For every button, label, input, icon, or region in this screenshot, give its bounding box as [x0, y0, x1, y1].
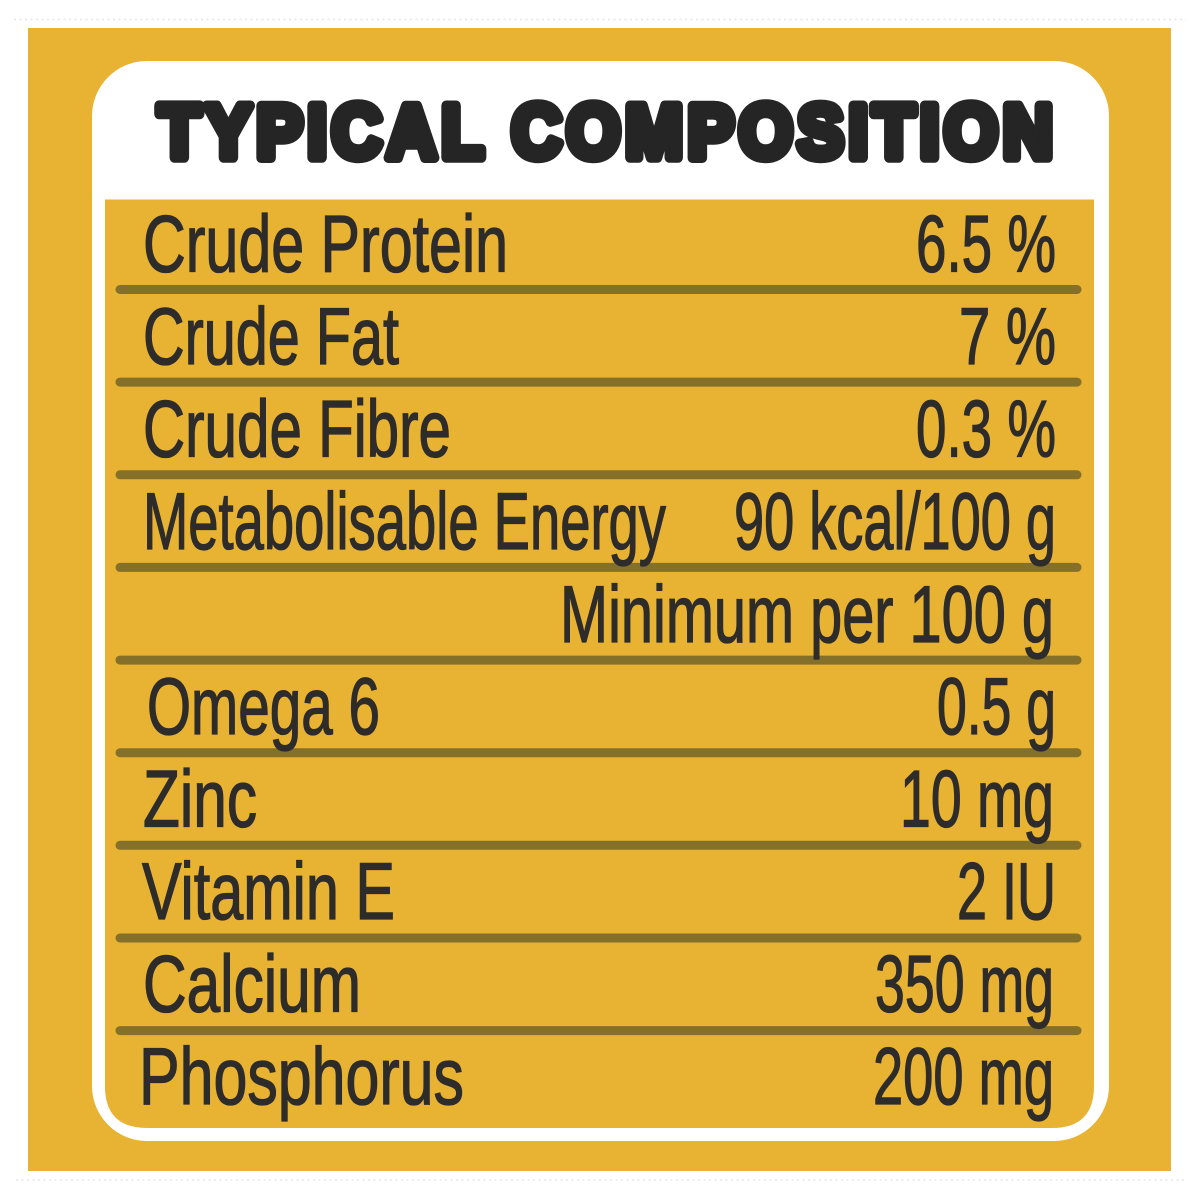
svg-text:200 mg: 200 mg	[873, 1032, 1054, 1122]
svg-text:Crude Fibre: Crude Fibre	[143, 385, 451, 475]
svg-text:2 IU: 2 IU	[957, 847, 1056, 937]
svg-text:Crude Fat: Crude Fat	[143, 292, 399, 382]
svg-text:0.5 g: 0.5 g	[937, 662, 1056, 752]
svg-text:Calcium: Calcium	[143, 940, 361, 1030]
svg-text:0.3 %: 0.3 %	[916, 385, 1056, 475]
svg-text:Zinc: Zinc	[143, 755, 257, 845]
svg-text:Crude Protein: Crude Protein	[143, 200, 508, 290]
svg-text:Vitamin E: Vitamin E	[142, 847, 395, 937]
svg-text:7 %: 7 %	[959, 292, 1056, 382]
svg-text:6.5 %: 6.5 %	[916, 200, 1056, 290]
svg-text:Metabolisable Energy: Metabolisable Energy	[143, 477, 666, 567]
svg-text:90 kcal/100 g: 90 kcal/100 g	[734, 477, 1056, 567]
svg-text:Minimum per 100 g: Minimum per 100 g	[560, 570, 1054, 660]
svg-text:10 mg: 10 mg	[900, 755, 1054, 845]
svg-text:350 mg: 350 mg	[875, 940, 1054, 1030]
svg-text:Omega 6: Omega 6	[147, 662, 380, 752]
svg-text:TYPICAL COMPOSITION: TYPICAL COMPOSITION	[158, 91, 1058, 174]
svg-text:Phosphorus: Phosphorus	[139, 1032, 464, 1122]
